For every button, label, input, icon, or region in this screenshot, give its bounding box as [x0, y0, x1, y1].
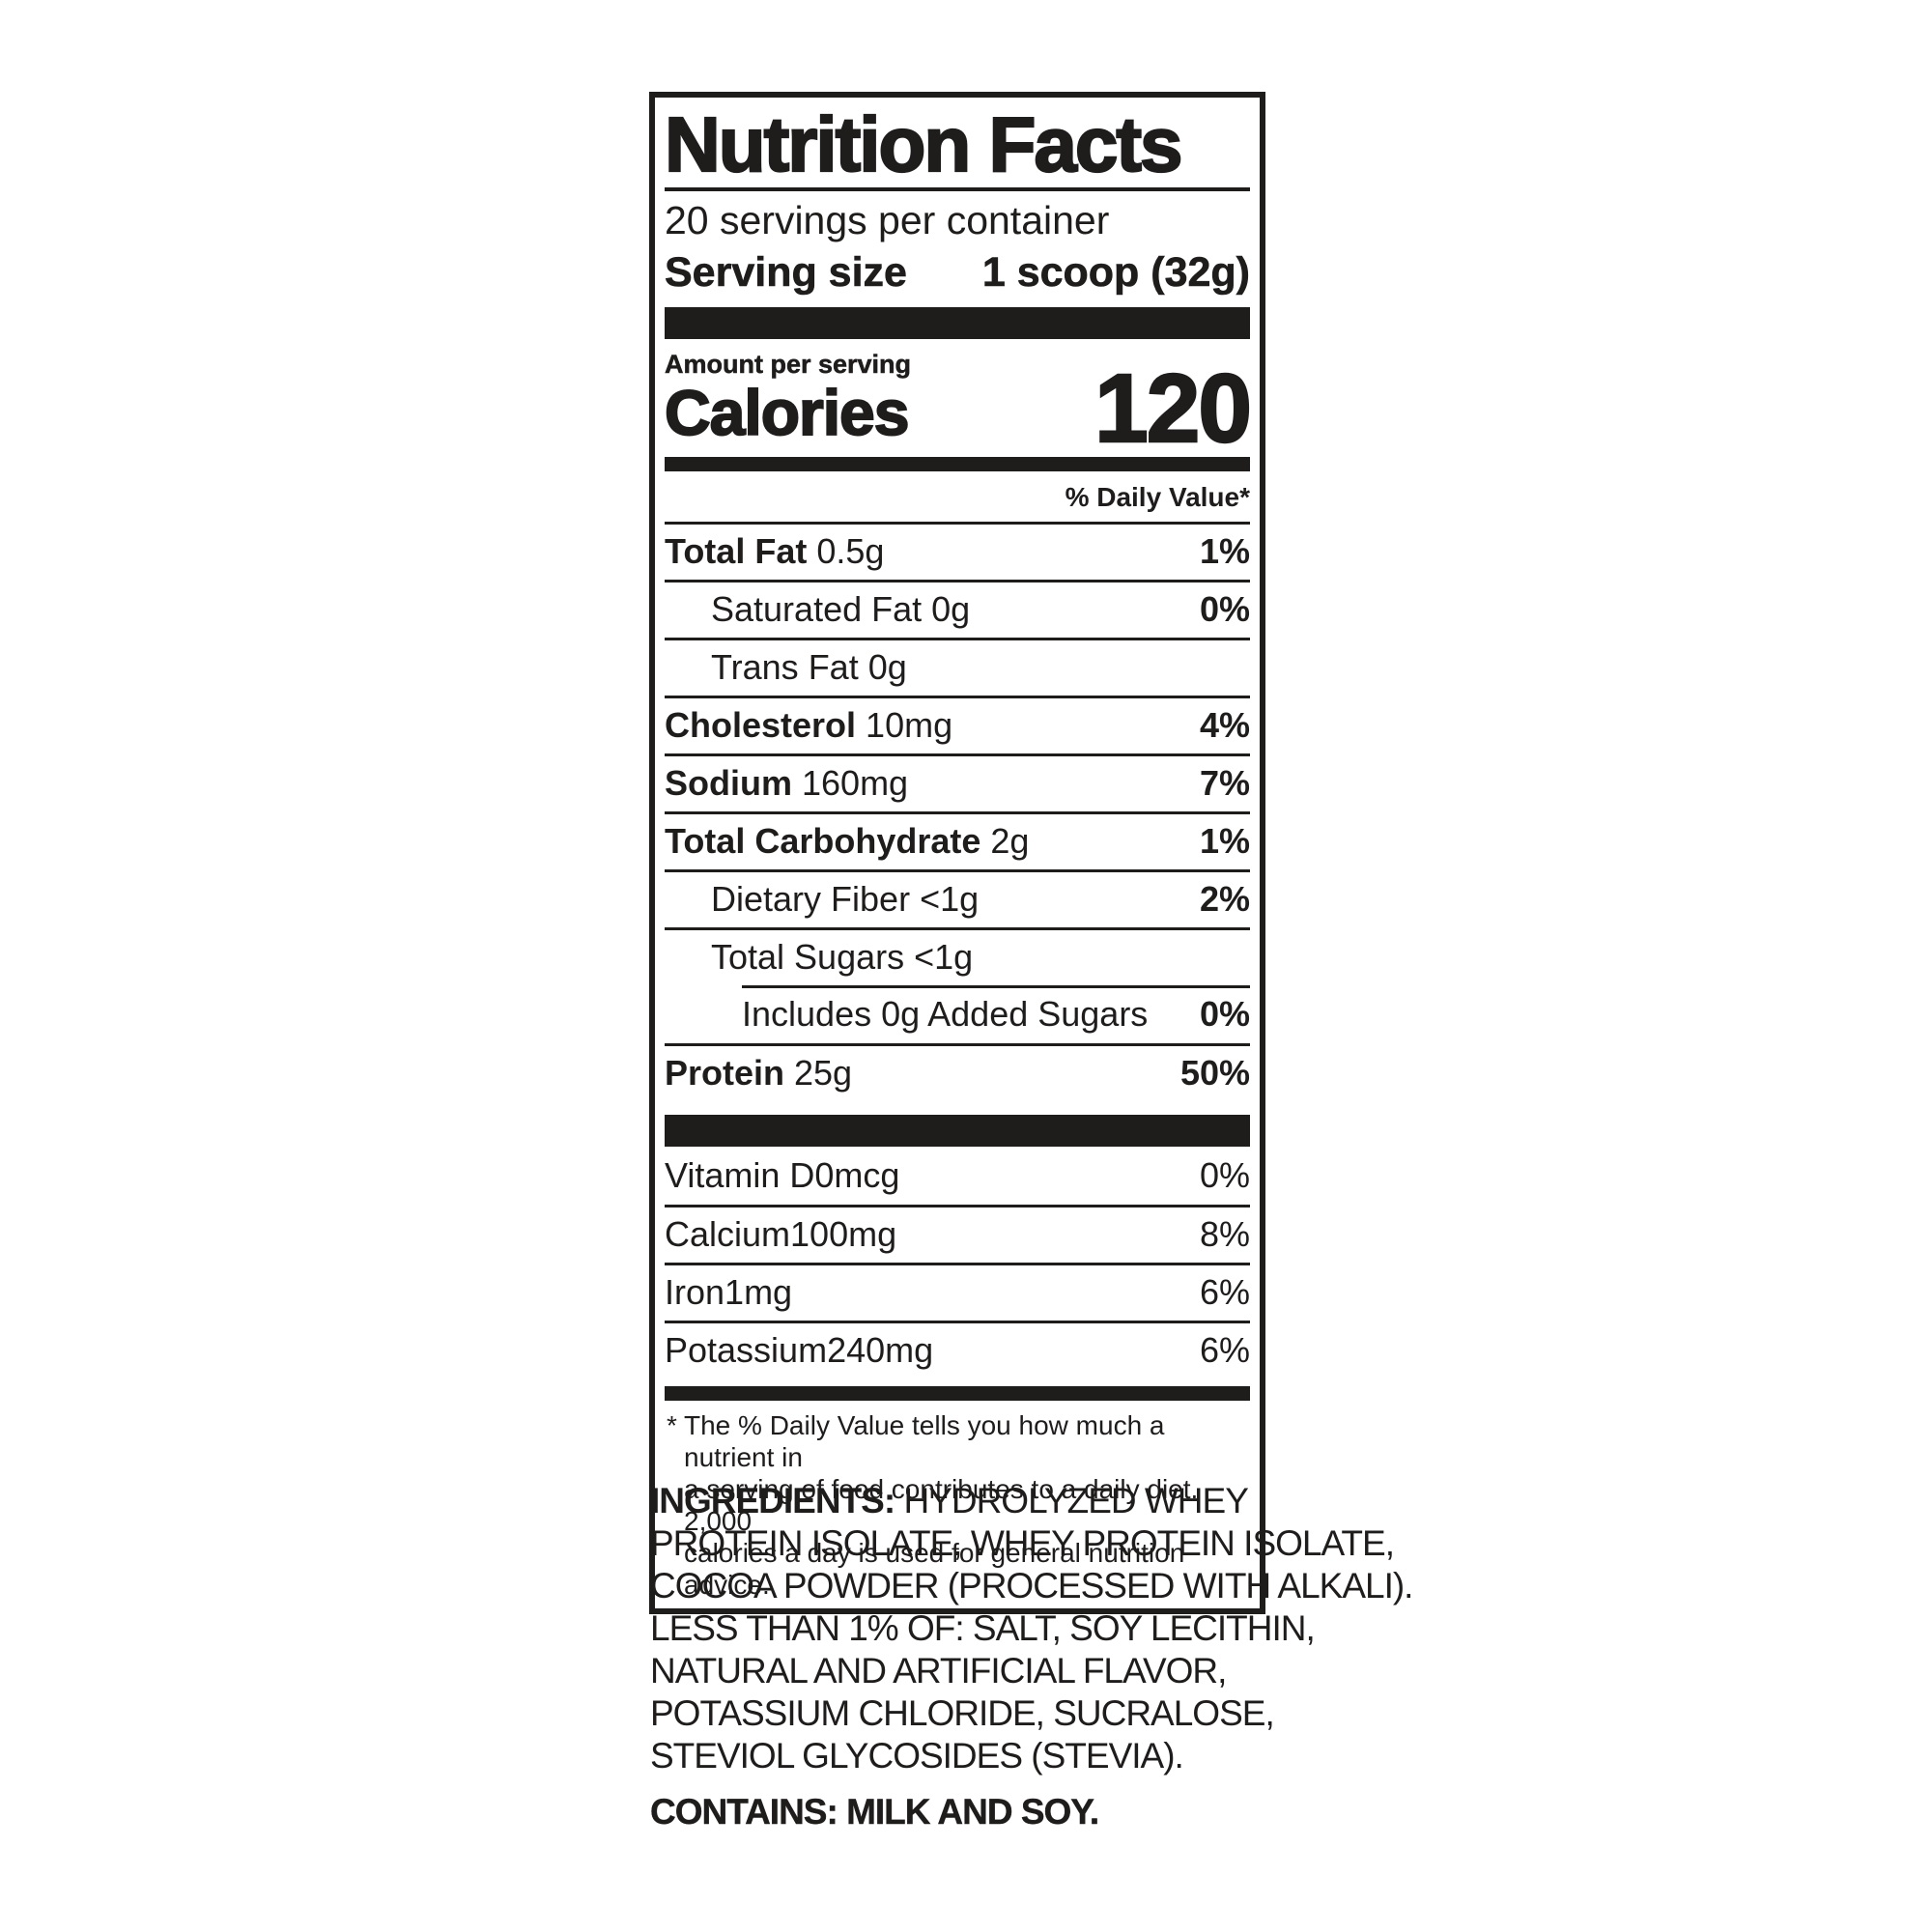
medium-divider-bar: [665, 456, 1250, 471]
footnote-line: a serving of food contributes to a daily…: [684, 1473, 1199, 1536]
nutrient-dv: 4%: [1199, 705, 1250, 746]
nutrient-amount: 0mcg: [814, 1154, 900, 1195]
nutrient-name: Cholesterol: [665, 705, 857, 746]
calories-label: Calories: [664, 376, 910, 449]
micronutrient-row-potassium: Potassium240mg 6%: [665, 1320, 1250, 1378]
nutrient-row-cholesterol: Cholesterol 10mg 4%: [665, 695, 1250, 753]
nutrient-dv: 6%: [1199, 1272, 1250, 1313]
nutrient-dv: 0%: [1199, 993, 1250, 1034]
nutrient-amount: 25g: [794, 1053, 853, 1094]
nutrient-dv: 8%: [1199, 1214, 1250, 1255]
nutrient-name: Potassium: [665, 1330, 828, 1371]
micronutrient-row-vitamin-d: Vitamin D0mcg 0%: [665, 1147, 1250, 1205]
calories-value: 120: [1094, 354, 1253, 463]
nutrition-facts-panel: Nutrition Facts 20 servings per containe…: [649, 92, 1265, 1614]
ingredients-line: NATURAL AND ARTIFICIAL FLAVOR,: [650, 1651, 1227, 1690]
nutrient-row-sodium: Sodium 160mg 7%: [665, 753, 1250, 811]
footnote-asterisk: *: [667, 1409, 677, 1440]
thick-divider-bar: [665, 1114, 1250, 1147]
nutrient-amount: 240mg: [827, 1330, 934, 1371]
nutrient-dv: 7%: [1199, 763, 1250, 804]
nutrient-row-total-fat: Total Fat 0.5g 1%: [665, 521, 1250, 580]
nutrient-amount: 0g: [867, 647, 907, 688]
title-divider: [665, 186, 1250, 191]
calories-row: Calories 120: [664, 358, 1253, 457]
nutrient-name: Trans Fat: [711, 647, 859, 688]
nutrient-dv: 2%: [1199, 879, 1250, 920]
serving-size-label: Serving size: [665, 248, 908, 296]
nutrient-name: Total Fat: [665, 531, 808, 572]
nutrient-name: Dietary Fiber: [711, 879, 911, 920]
nutrient-name: Total Sugars: [711, 937, 905, 978]
contains-statement: CONTAINS: MILK AND SOY.: [650, 1792, 1100, 1832]
nutrient-amount: <1g: [920, 879, 980, 920]
nutrient-name: Calcium: [665, 1214, 791, 1255]
serving-size-value: 1 scoop (32g): [981, 248, 1251, 296]
nutrient-dv: 0%: [1199, 1154, 1250, 1195]
nutrient-row-total-carbohydrate: Total Carbohydrate 2g 1%: [665, 810, 1250, 869]
nutrient-name: Includes 0g Added Sugars: [742, 993, 1149, 1034]
ingredients-text: HYDROLYZED WHEY: [903, 1481, 1248, 1520]
nutrient-dv: 1%: [1199, 531, 1250, 572]
nutrient-row-dietary-fiber: Dietary Fiber <1g 2%: [665, 868, 1250, 927]
nutrient-dv: 6%: [1199, 1330, 1250, 1371]
nutrient-name: Sodium: [665, 763, 792, 804]
nutrient-name: Vitamin D: [665, 1154, 815, 1195]
nutrient-dv: 1%: [1199, 821, 1250, 862]
micronutrient-row-iron: Iron1mg 6%: [665, 1262, 1250, 1321]
ingredients-line: COCOA POWDER (PROCESSED WITH ALKALI).: [650, 1566, 1413, 1605]
nutrient-amount: 1mg: [724, 1272, 793, 1313]
nutrient-name: Total Carbohydrate: [665, 821, 981, 862]
ingredients-line: INGREDIENTS: HYDROLYZED WHEY: [650, 1480, 1307, 1522]
amount-per-serving-label: Amount per serving: [665, 349, 912, 379]
nutrient-row-added-sugars: Includes 0g Added Sugars 0%: [665, 984, 1250, 1043]
nutrient-row-trans-fat: Trans Fat 0g: [665, 637, 1250, 696]
nutrient-amount: 100mg: [790, 1214, 897, 1255]
ingredients-heading: INGREDIENTS:: [650, 1481, 895, 1520]
nutrient-dv: 50%: [1179, 1053, 1250, 1094]
ingredients-line: LESS THAN 1% OF: SALT, SOY LECITHIN,: [650, 1608, 1316, 1648]
servings-per-container: 20 servings per container: [665, 197, 1110, 242]
nutrient-amount: 160mg: [802, 763, 909, 804]
nutrient-row-protein: Protein 25g 50%: [665, 1042, 1250, 1101]
thick-divider-bar: [665, 306, 1250, 339]
nutrient-amount: <1g: [914, 937, 974, 978]
footnote-line: The % Daily Value tells you how much a n…: [684, 1409, 1165, 1472]
nutrient-amount: 0g: [931, 589, 971, 630]
nutrient-amount: 2g: [990, 821, 1030, 862]
nutrient-row-total-sugars: Total Sugars <1g: [665, 926, 1250, 985]
panel-title: Nutrition Facts: [664, 101, 1184, 187]
daily-value-header: % Daily Value*: [1065, 481, 1250, 512]
nutrient-row-saturated-fat: Saturated Fat 0g 0%: [665, 579, 1250, 638]
nutrient-dv: 0%: [1199, 589, 1250, 630]
daily-value-footnote: * The % Daily Value tells you how much a…: [665, 1401, 1250, 1603]
ingredients-line: STEVIOL GLYCOSIDES (STEVIA).: [650, 1736, 1184, 1776]
footnote-line: calories a day is used for general nutri…: [684, 1537, 1185, 1600]
nutrient-amount: 0.5g: [816, 531, 885, 572]
nutrient-name: Protein: [665, 1053, 785, 1094]
nutrient-name: Iron: [665, 1272, 725, 1313]
medium-divider-bar: [665, 1385, 1250, 1401]
micronutrient-row-calcium: Calcium100mg 8%: [665, 1204, 1250, 1263]
ingredients-section: INGREDIENTS: HYDROLYZED WHEY PROTEIN ISO…: [650, 1480, 1414, 1833]
ingredients-line: PROTEIN ISOLATE, WHEY PROTEIN ISOLATE,: [650, 1523, 1395, 1563]
nutrient-amount: 10mg: [866, 705, 953, 746]
serving-size-row: Serving size 1 scoop (32g): [665, 248, 1251, 296]
nutrient-name: Saturated Fat: [711, 589, 923, 630]
ingredients-line: POTASSIUM CHLORIDE, SUCRALOSE,: [650, 1693, 1275, 1733]
